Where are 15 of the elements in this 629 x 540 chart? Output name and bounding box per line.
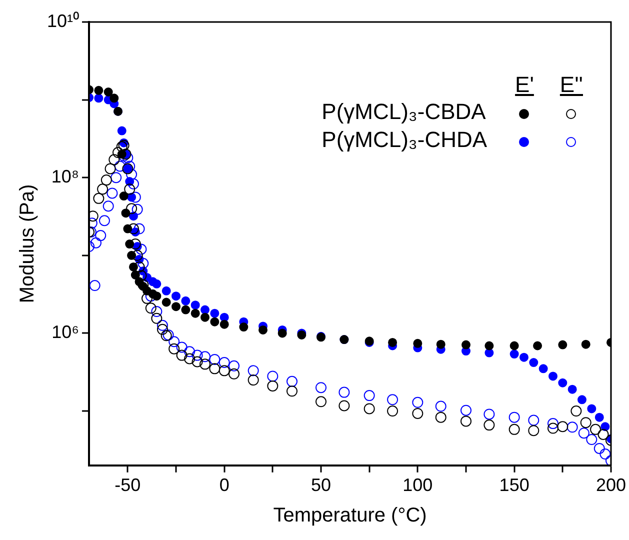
y-tick-label: 10¹⁰: [47, 10, 80, 31]
x-tick-label: 200: [596, 475, 626, 496]
legend-label: P(γMCL)₃-CHDA: [320, 126, 488, 154]
x-axis-title: Temperature (°C): [273, 504, 427, 527]
legend-label: P(γMCL)₃-CBDA: [320, 98, 487, 126]
annotation: E'': [560, 72, 583, 97]
x-tick-label: 150: [499, 475, 530, 496]
annotation: E': [515, 72, 534, 97]
x-tick-label: 100: [402, 475, 433, 496]
y-axis-title: Modulus (Pa): [16, 184, 39, 304]
x-tick-label: 0: [219, 475, 230, 496]
x-tick-label: -50: [114, 475, 141, 496]
y-tick-label: 10⁸: [51, 166, 80, 187]
y-tick-label: 10⁶: [52, 322, 80, 342]
x-tick-label: 50: [310, 475, 332, 496]
